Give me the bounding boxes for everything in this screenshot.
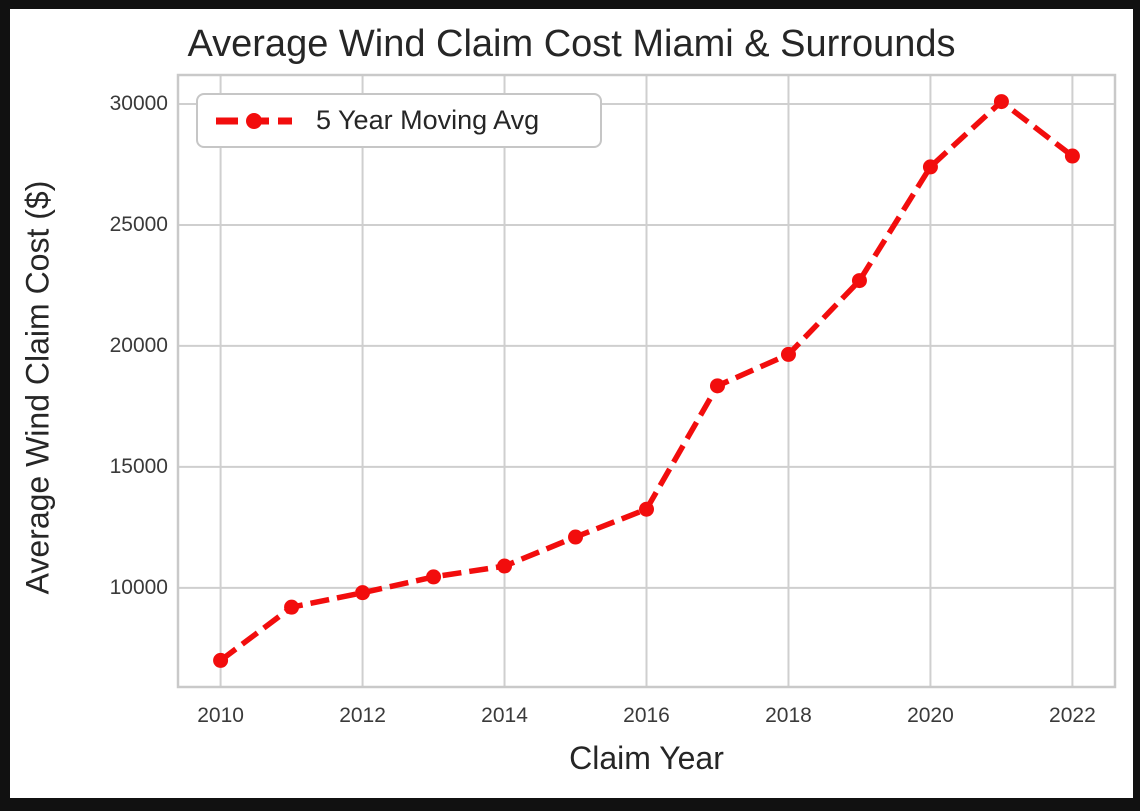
plot-area — [176, 73, 1117, 689]
y-tick-label: 20000 — [109, 333, 168, 357]
x-tick-label: 2014 — [481, 704, 528, 727]
data-point-marker — [780, 346, 796, 362]
x-axis-label: Claim Year — [569, 740, 724, 776]
data-point-marker — [497, 558, 513, 574]
data-point-marker — [355, 585, 371, 601]
data-point-marker — [922, 159, 938, 175]
data-point-marker — [639, 501, 654, 517]
data-point-marker — [284, 599, 300, 615]
data-point-marker — [851, 273, 867, 289]
x-tick-label: 2022 — [1049, 704, 1096, 727]
chart-title: Average Wind Claim Cost Miami & Surround… — [187, 23, 956, 65]
y-tick-label: 15000 — [109, 454, 168, 478]
x-tick-label: 2010 — [197, 704, 244, 727]
y-tick-label: 10000 — [109, 575, 168, 599]
x-tick-label: 2020 — [907, 704, 954, 727]
data-point-marker — [1064, 148, 1080, 164]
x-tick-label: 2018 — [765, 704, 812, 727]
legend-label: 5 Year Moving Avg — [316, 105, 540, 135]
figure-canvas: Average Wind Claim Cost Miami & Surround… — [10, 9, 1133, 798]
data-point-marker — [426, 569, 442, 585]
data-point-marker — [213, 652, 229, 668]
x-tick-label: 2016 — [623, 704, 670, 727]
data-point-marker — [709, 378, 725, 394]
y-tick-label: 30000 — [109, 92, 168, 116]
data-point-marker — [568, 529, 584, 545]
y-tick-label: 25000 — [109, 212, 168, 236]
x-tick-label: 2012 — [339, 704, 386, 727]
data-point-marker — [993, 94, 1009, 110]
legend-line-marker-icon — [216, 112, 292, 129]
legend: 5 Year Moving Avg — [196, 93, 602, 148]
plot-frame — [176, 73, 1117, 689]
